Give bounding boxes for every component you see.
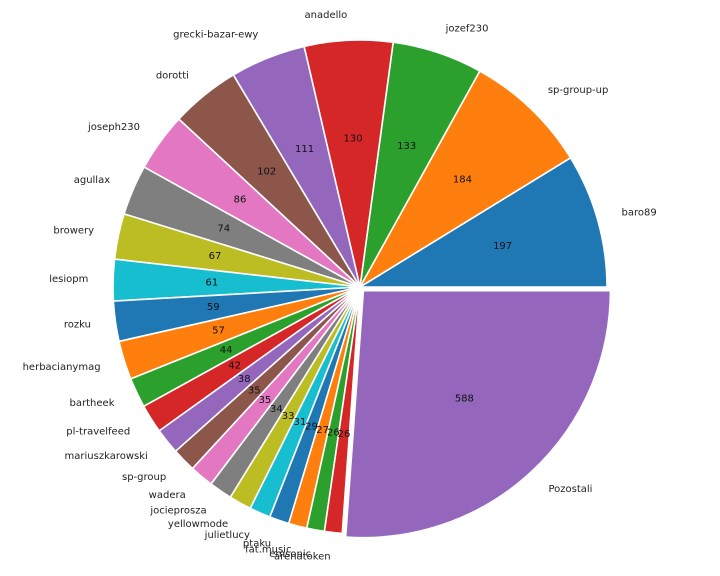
pie-slice-baro89 bbox=[359, 157, 608, 288]
category-label-herbacianymag: herbacianymag bbox=[23, 362, 101, 373]
pie-slice-sp-group-up bbox=[359, 70, 572, 288]
value-label-julietlucy: 31 bbox=[294, 417, 307, 428]
category-label-rozku: rozku bbox=[64, 319, 91, 330]
pie-slice-pozostali bbox=[344, 289, 612, 539]
value-label-sp-group-up: 184 bbox=[453, 174, 472, 185]
value-label-jocieprosza: 34 bbox=[270, 404, 283, 415]
category-label-emsonic: emsonic bbox=[269, 549, 311, 560]
pie-slice-arenatoken bbox=[323, 286, 361, 535]
value-label-arenatoken: 26 bbox=[338, 429, 351, 440]
category-label-grecki-bazar-ewy: grecki-bazar-ewy bbox=[173, 30, 258, 41]
value-label-joseph230: 86 bbox=[234, 195, 247, 206]
category-label-fat-music: fat.music bbox=[245, 544, 291, 555]
value-label-dorotti: 102 bbox=[257, 166, 276, 177]
category-label-sp-group: sp-group bbox=[122, 472, 166, 483]
value-label-herbacianymag: 57 bbox=[212, 326, 225, 337]
value-label-agullax: 74 bbox=[217, 223, 230, 234]
value-label-jozef230: 133 bbox=[397, 141, 416, 152]
value-label-fat-music: 27 bbox=[316, 425, 329, 436]
value-labels: 1971841331301111028674676159574442383535… bbox=[205, 133, 512, 439]
category-label-anadello: anadello bbox=[305, 10, 348, 21]
category-label-jocieprosza: jocieprosza bbox=[149, 506, 206, 517]
value-label-ptaku: 29 bbox=[305, 422, 318, 433]
category-label-wadera: wadera bbox=[149, 490, 186, 501]
value-label-lesiopm: 61 bbox=[205, 277, 218, 288]
value-label-anadello: 130 bbox=[344, 133, 363, 144]
pie-slices bbox=[112, 39, 612, 539]
value-label-yellowmode: 33 bbox=[282, 411, 295, 422]
category-label-browery: browery bbox=[53, 226, 94, 237]
value-label-sp-group: 35 bbox=[248, 385, 261, 396]
category-label-joseph230: joseph230 bbox=[87, 122, 140, 133]
category-label-agullax: agullax bbox=[74, 175, 110, 186]
category-label-mariuszkarowski: mariuszkarowski bbox=[65, 451, 148, 462]
value-label-baro89: 197 bbox=[493, 241, 512, 252]
value-label-mariuszkarowski: 38 bbox=[238, 374, 251, 385]
category-label-sp-group-up: sp-group-up bbox=[548, 85, 609, 96]
category-label-jozef230: jozef230 bbox=[445, 24, 489, 35]
value-label-browery: 67 bbox=[209, 251, 222, 262]
category-label-baro89: baro89 bbox=[621, 208, 656, 219]
category-label-julietlucy: julietlucy bbox=[204, 530, 250, 541]
value-label-bartheek: 44 bbox=[220, 345, 233, 356]
value-label-grecki-bazar-ewy: 111 bbox=[295, 144, 314, 155]
category-label-dorotti: dorotti bbox=[156, 70, 189, 81]
category-label-pl-travelfeed: pl-travelfeed bbox=[66, 427, 130, 438]
value-label-rozku: 59 bbox=[207, 302, 220, 313]
category-label-arenatoken: arenatoken bbox=[274, 552, 331, 563]
category-label-ptaku: ptaku bbox=[243, 538, 271, 549]
value-label-emsonic: 26 bbox=[327, 427, 340, 438]
value-label-pl-travelfeed: 42 bbox=[228, 361, 241, 372]
category-label-pozostali: Pozostali bbox=[548, 484, 592, 495]
value-label-wadera: 35 bbox=[259, 395, 272, 406]
category-label-yellowmode: yellowmode bbox=[168, 519, 228, 530]
value-label-pozostali: 588 bbox=[455, 394, 474, 405]
category-labels: baro89 sp-group-up jozef230 anadello grecki-… bbox=[23, 10, 657, 563]
category-label-lesiopm: lesiopm bbox=[49, 274, 88, 285]
category-label-bartheek: bartheek bbox=[70, 398, 115, 409]
